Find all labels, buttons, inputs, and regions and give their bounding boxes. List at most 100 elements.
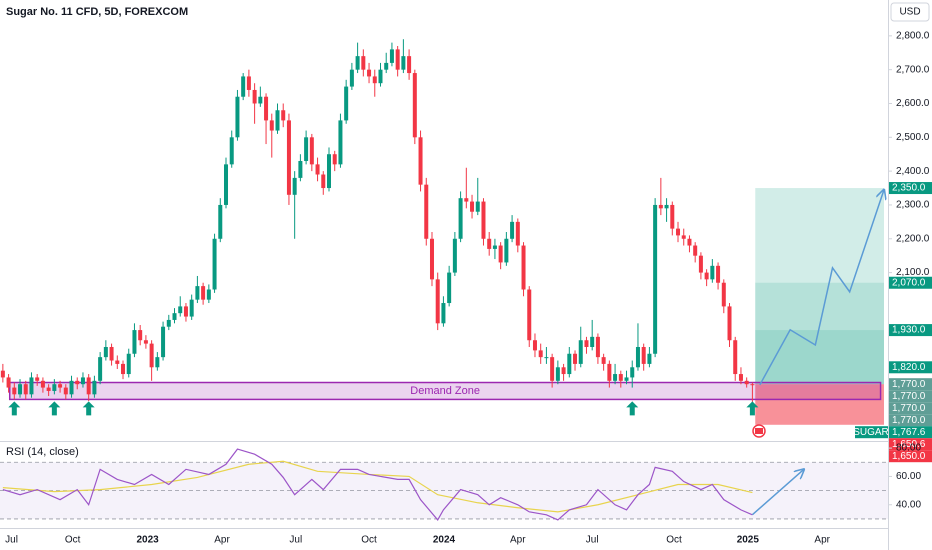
demand-zone (8, 381, 882, 401)
candle-body (429, 238, 434, 280)
candle-body (452, 238, 457, 273)
candle-body (693, 245, 698, 256)
candle-body (269, 120, 274, 131)
price-pane: Demand Zone (0, 39, 884, 425)
candle-body (286, 120, 291, 195)
candle-body (595, 336, 600, 358)
x-tick-label: Oct (361, 535, 377, 546)
candle-body (744, 380, 749, 385)
candle-body (481, 201, 486, 239)
y-tick-label: 2,300.0 (896, 200, 930, 211)
candle-body (750, 384, 755, 386)
candle-body (355, 56, 360, 70)
currency[interactable]: USD (899, 7, 920, 18)
candle-body (58, 384, 63, 388)
symbol-label: SUGAR (853, 427, 889, 438)
candle-body (698, 255, 703, 273)
price-label: 1,820.0 (892, 362, 926, 373)
candle-body (35, 377, 40, 381)
candle-body (52, 384, 57, 391)
candle-body (641, 346, 646, 364)
x-tick-label: Jul (5, 535, 18, 546)
candle-body (635, 346, 640, 368)
candle-body (80, 377, 85, 385)
price-label-box (889, 276, 932, 289)
y-tick-label: 2,700.0 (896, 64, 930, 75)
rsi-tick-label: 80.00 (896, 443, 921, 454)
candle-body (298, 160, 303, 178)
candle-body (716, 265, 721, 283)
candle-body (372, 76, 377, 84)
candle-body (458, 198, 463, 239)
candle-body (733, 340, 738, 375)
rsi-tick-label: 60.00 (896, 471, 921, 482)
candle-body (618, 374, 623, 381)
candle-body (86, 377, 91, 395)
signal-arrow (8, 401, 21, 416)
candle-body (721, 282, 726, 307)
candle-body (246, 76, 251, 90)
candle-body (550, 357, 555, 381)
stop-zone (755, 384, 884, 425)
candle-body (601, 357, 606, 364)
candle-body (584, 340, 589, 347)
candle-body (149, 343, 154, 368)
candle-body (29, 377, 34, 395)
candle-body (172, 313, 177, 320)
candle-body (418, 137, 423, 185)
x-tick-label: Apr (214, 535, 230, 546)
stop-label: 1,650.0 (892, 451, 926, 462)
y-tick-label: 2,400.0 (896, 166, 930, 177)
candle-body (332, 154, 337, 165)
candle-body (235, 96, 240, 138)
candle-body (498, 245, 503, 263)
candle-body (447, 272, 452, 304)
candle-body (201, 286, 206, 300)
candle-body (12, 387, 17, 395)
candle-body (161, 326, 166, 358)
candle-body (132, 330, 137, 354)
candle-body (195, 286, 200, 300)
candle-body (424, 184, 429, 239)
candle-body (521, 245, 526, 290)
signal-arrow (626, 401, 639, 416)
price-label-box (889, 324, 932, 337)
price-label: 1,770.0 (892, 379, 926, 390)
candle-body (109, 346, 114, 361)
candle-body (224, 164, 229, 205)
price-label: 1,770.0 (892, 415, 926, 426)
candle-body (441, 303, 446, 324)
candle-body (475, 201, 480, 212)
candle-body (189, 299, 194, 317)
event-flag[interactable] (755, 428, 763, 434)
candle-body (527, 289, 532, 341)
price-label-box (889, 402, 932, 415)
candle-body (18, 384, 23, 395)
candle-body (676, 228, 681, 236)
candle-body (326, 154, 331, 189)
rsi-title: RSI (14, close) (6, 446, 79, 458)
candle-body (487, 238, 492, 249)
price-label-box (889, 182, 932, 195)
candle-body (166, 319, 171, 327)
candle-body (407, 56, 412, 74)
candle-body (515, 221, 520, 246)
candle-body (681, 235, 686, 239)
candle-body (206, 289, 211, 300)
candle-body (470, 201, 475, 212)
candle-body (321, 174, 326, 189)
candle-body (613, 374, 618, 381)
y-tick-label: 2,600.0 (896, 98, 930, 109)
candle-body (647, 353, 652, 364)
y-tick-label: 2,500.0 (896, 132, 930, 143)
demand-zone-label: Demand Zone (410, 385, 480, 397)
candle-body (212, 238, 217, 290)
candle-body (567, 353, 572, 375)
candle-body (229, 137, 234, 165)
candle-body (687, 238, 692, 246)
candle-body (178, 306, 183, 314)
candle-body (143, 340, 148, 344)
price-label: 1,930.0 (892, 325, 926, 336)
currency-box[interactable] (890, 2, 930, 22)
